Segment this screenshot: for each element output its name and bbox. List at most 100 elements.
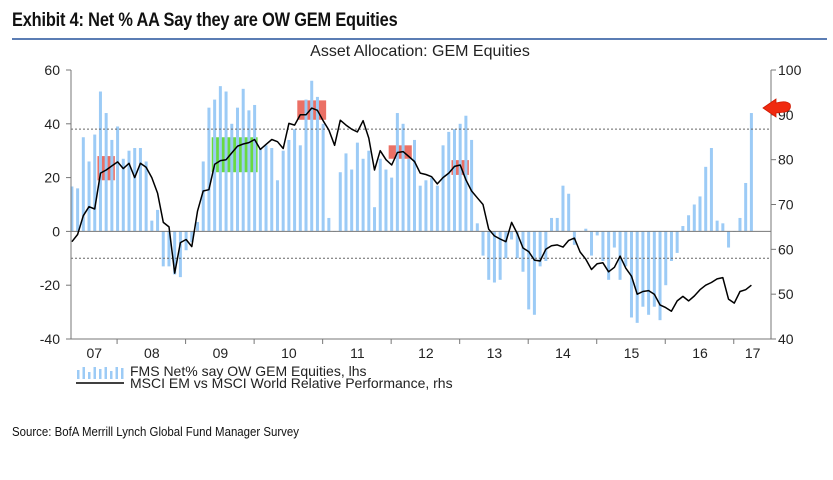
bar <box>664 231 668 286</box>
bar <box>321 123 325 232</box>
bar <box>76 188 80 232</box>
bar <box>355 142 359 232</box>
x-tick-label: 14 <box>555 345 571 361</box>
bar <box>555 217 559 232</box>
x-tick-label: 16 <box>692 345 708 361</box>
legend-bar <box>115 367 118 379</box>
bar <box>361 158 365 232</box>
bar <box>544 231 548 261</box>
bar <box>498 231 502 280</box>
right-tick-label: 50 <box>778 286 794 302</box>
bar <box>744 182 748 232</box>
bar <box>104 113 108 232</box>
bar <box>338 172 342 232</box>
left-tick-label: -20 <box>40 277 60 293</box>
bar <box>167 231 171 267</box>
bar <box>138 148 142 232</box>
legend-bar <box>99 369 102 379</box>
bar <box>258 148 262 232</box>
chart-title: Asset Allocation: GEM Equities <box>310 43 530 60</box>
bar <box>567 193 571 232</box>
bar <box>635 231 639 323</box>
left-tick-label: 0 <box>52 223 60 239</box>
bar <box>458 123 462 232</box>
line-series <box>71 107 752 312</box>
bar <box>173 231 177 275</box>
bar <box>196 221 200 232</box>
x-tick-label: 09 <box>213 345 229 361</box>
legend-bar <box>88 372 91 379</box>
x-tick-label: 07 <box>87 345 103 361</box>
bar <box>510 231 514 240</box>
bar <box>144 161 148 232</box>
bar <box>413 139 416 232</box>
bar <box>607 231 611 280</box>
bar <box>515 231 519 259</box>
legend-bar <box>121 368 124 379</box>
bar <box>527 231 531 310</box>
left-tick-label: 20 <box>44 170 60 186</box>
bar <box>201 161 205 232</box>
bar <box>270 148 274 232</box>
bar <box>218 86 222 232</box>
bar <box>327 217 331 232</box>
bar <box>298 145 302 232</box>
x-tick-label: 10 <box>281 345 297 361</box>
title-rule <box>12 38 827 40</box>
bar <box>190 231 194 243</box>
bar <box>390 177 394 232</box>
bar <box>235 107 239 232</box>
bar <box>550 217 554 232</box>
bar <box>441 145 445 232</box>
bar <box>698 196 702 232</box>
bar <box>207 107 211 232</box>
bar <box>452 129 456 232</box>
bar <box>675 231 679 253</box>
bar <box>98 91 102 232</box>
bar <box>692 204 696 232</box>
bar <box>81 137 85 232</box>
bar <box>156 209 160 232</box>
bar <box>350 169 354 232</box>
bar <box>430 177 434 232</box>
bar <box>669 231 673 261</box>
bar <box>595 231 599 236</box>
bar <box>629 231 633 318</box>
bar <box>647 231 651 315</box>
bar <box>241 88 245 232</box>
bar <box>521 231 525 272</box>
bar <box>424 180 428 232</box>
bar <box>481 231 485 256</box>
right-tick-label: 80 <box>778 152 794 168</box>
right-tick-label: 40 <box>778 331 794 347</box>
bar <box>127 150 131 232</box>
bar <box>704 166 708 232</box>
bar <box>721 223 725 232</box>
legend: FMS Net% say OW GEM Equities, lhs MSCI E… <box>76 363 453 391</box>
highlight-box <box>211 137 258 173</box>
x-tick-label: 11 <box>350 345 365 361</box>
bar <box>641 231 645 307</box>
reference-lines <box>71 128 771 259</box>
x-tick-label: 15 <box>624 345 640 361</box>
bar <box>184 231 188 251</box>
right-tick-label: 70 <box>778 197 794 213</box>
bar <box>532 231 536 315</box>
bar <box>395 113 399 232</box>
bar <box>281 150 285 232</box>
legend-bar <box>104 367 107 379</box>
bar <box>475 223 479 232</box>
bar <box>464 115 468 232</box>
bar <box>87 161 91 232</box>
left-tick-label: 40 <box>44 116 60 132</box>
bar <box>378 158 382 232</box>
bar <box>287 139 291 232</box>
bar-series <box>70 80 753 323</box>
bar <box>492 231 496 283</box>
legend-label-line: MSCI EM vs MSCI World Relative Performan… <box>130 375 453 391</box>
bar <box>470 139 474 232</box>
bar <box>407 158 411 232</box>
bar <box>601 231 605 261</box>
